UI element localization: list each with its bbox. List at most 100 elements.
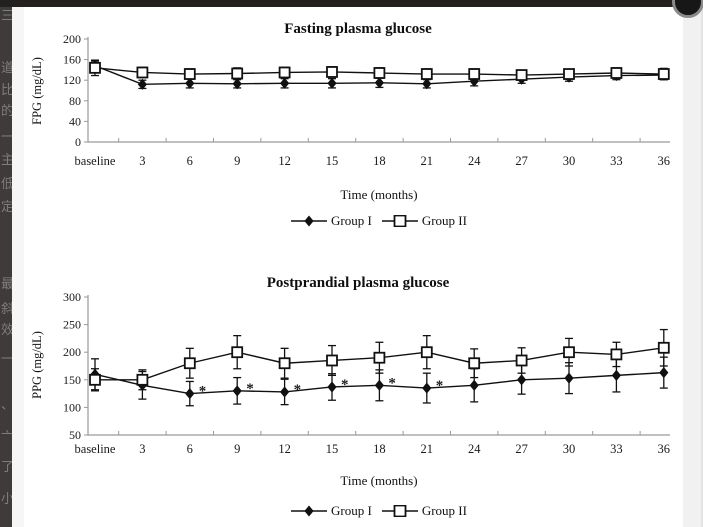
square-marker xyxy=(373,351,386,364)
square-marker xyxy=(326,354,338,367)
right-edge-divider xyxy=(701,0,703,527)
square-marker xyxy=(563,346,575,359)
x-tick-label: 36 xyxy=(658,154,671,168)
significance-asterisk: * xyxy=(436,378,444,394)
ppg-chart: 50 100 150 200 250 300 baseline 3 6 9 12 15 18 21 24 27… xyxy=(12,257,683,527)
background-text-fragment: 定 xyxy=(1,199,12,214)
background-text-fragment: 一 xyxy=(1,129,12,144)
y-tick-label: 100 xyxy=(63,400,81,414)
fpg-x-axis-label: Time (months) xyxy=(340,187,418,202)
y-tick-label: 300 xyxy=(63,290,81,304)
x-tick-label: 36 xyxy=(658,442,671,456)
x-tick-label: 18 xyxy=(373,154,386,168)
significance-asterisk: * xyxy=(246,381,254,397)
background-text-fragment: 小 xyxy=(1,491,12,506)
x-tick-label: 33 xyxy=(610,154,623,168)
square-marker xyxy=(183,68,196,80)
background-text-fragment: 亠 xyxy=(1,429,12,444)
legend-item-group2: Group II xyxy=(381,503,467,519)
square-marker xyxy=(610,348,623,361)
x-tick-label: baseline xyxy=(75,442,116,456)
ppg-x-axis-label: Time (months) xyxy=(340,473,418,488)
y-tick-label: 0 xyxy=(75,135,81,149)
y-tick-label: 80 xyxy=(69,94,81,108)
x-tick-label: 30 xyxy=(563,154,576,168)
fpg-legend: Group I Group II xyxy=(88,213,670,229)
legend-label-group1: Group I xyxy=(331,213,372,228)
x-tick-label: 18 xyxy=(373,442,386,456)
x-tick-label: 9 xyxy=(234,442,240,456)
diamond-marker xyxy=(422,382,432,394)
diamond-marker xyxy=(659,367,669,379)
x-tick-label: 21 xyxy=(421,154,434,168)
significance-asterisk: * xyxy=(199,384,207,400)
ppg-chart-title: Postprandial plasma glucose xyxy=(266,275,450,291)
x-tick-label: 33 xyxy=(610,442,623,456)
diamond-marker xyxy=(232,78,242,90)
diamond-marker xyxy=(185,77,195,89)
top-edge-strip xyxy=(0,0,688,7)
diamond-marker xyxy=(611,369,621,381)
background-text-fragment: 了 xyxy=(1,459,12,474)
y-tick-label: 50 xyxy=(69,428,81,442)
square-marker xyxy=(610,67,623,79)
square-marker xyxy=(326,66,338,78)
x-tick-label: 12 xyxy=(278,154,291,168)
square-marker xyxy=(420,68,433,80)
background-text-fragment: 主 xyxy=(1,152,12,167)
square-marker xyxy=(563,68,575,80)
x-tick-label: 3 xyxy=(139,154,145,168)
square-marker xyxy=(515,354,528,367)
diamond-marker-icon xyxy=(291,505,328,517)
background-text-fragment: 、 xyxy=(1,398,12,411)
ppg-legend: Group I Group II xyxy=(88,503,670,519)
square-marker xyxy=(657,341,670,354)
axis-line xyxy=(87,37,670,143)
legend-item-group1: Group I xyxy=(291,213,372,229)
square-marker xyxy=(136,66,149,79)
y-tick-label: 250 xyxy=(63,318,81,332)
x-tick-label: 27 xyxy=(515,442,528,456)
diamond-marker xyxy=(327,77,337,89)
background-text-fragment: 低 xyxy=(1,176,12,191)
square-marker xyxy=(278,357,291,370)
diamond-marker xyxy=(185,388,195,400)
diamond-marker xyxy=(517,374,527,386)
legend-label-group2: Group II xyxy=(421,503,467,518)
floating-corner-button[interactable] xyxy=(672,0,703,18)
x-tick-label: 9 xyxy=(234,154,240,168)
significance-asterisk: * xyxy=(294,382,302,398)
square-marker xyxy=(278,66,291,79)
x-tick-label: 21 xyxy=(421,442,434,456)
diamond-marker-icon xyxy=(291,215,328,227)
x-tick-label: 24 xyxy=(468,154,481,168)
fpg-chart: 0 40 80 120 160 200 baseline 3 6 9 12 15 18 21 24 27 30 3… xyxy=(12,7,683,257)
diamond-marker xyxy=(374,77,384,89)
background-text-fragment: 效 xyxy=(1,322,12,337)
legend-label-group1: Group I xyxy=(331,503,372,518)
diamond-marker xyxy=(232,385,242,397)
background-text-fragment: 最 xyxy=(1,276,12,291)
square-marker-icon xyxy=(381,505,418,517)
x-tick-label: 24 xyxy=(468,442,481,456)
x-tick-label: 15 xyxy=(326,442,339,456)
x-tick-label: 12 xyxy=(278,442,291,456)
ppg-y-axis-label: PPG (mg/dL) xyxy=(30,331,44,399)
background-text-fragment: 三 xyxy=(1,8,12,23)
diamond-marker xyxy=(327,381,337,393)
square-marker xyxy=(657,68,670,80)
diamond-marker xyxy=(280,77,290,89)
y-tick-label: 150 xyxy=(63,373,81,387)
y-tick-label: 120 xyxy=(63,73,81,87)
square-marker xyxy=(136,373,149,386)
diamond-marker xyxy=(422,78,432,90)
significance-asterisk: * xyxy=(388,375,396,391)
x-tick-label: 30 xyxy=(563,442,576,456)
square-marker xyxy=(89,61,101,74)
x-tick-label: 6 xyxy=(187,154,193,168)
square-marker-icon xyxy=(381,215,418,227)
